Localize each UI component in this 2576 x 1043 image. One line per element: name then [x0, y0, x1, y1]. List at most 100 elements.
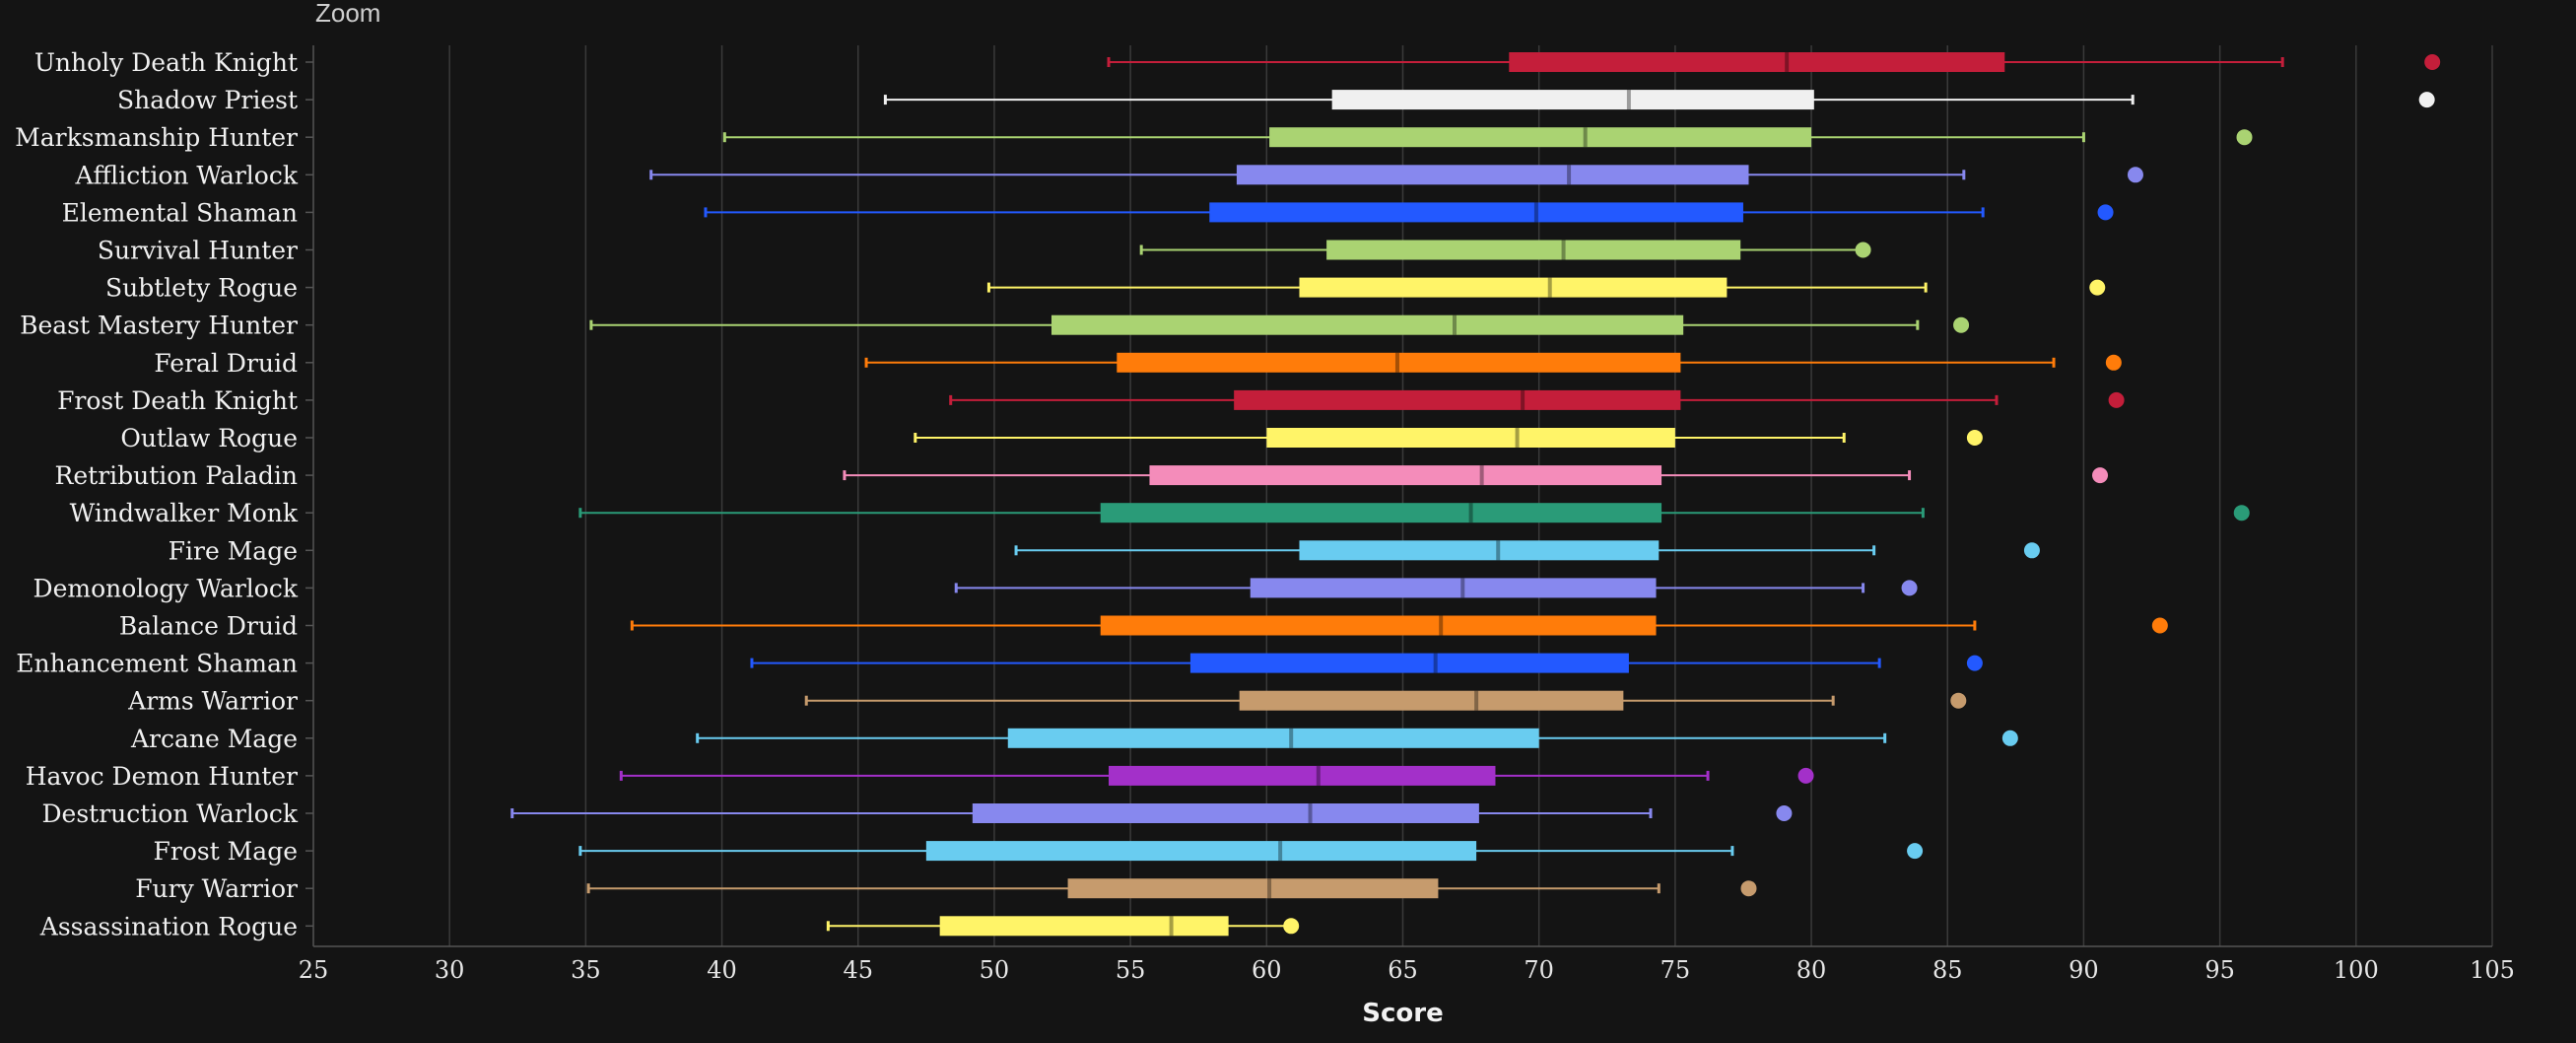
y-category-label: Unholy Death Knight [34, 48, 298, 77]
y-category-label: Frost Death Knight [57, 386, 298, 415]
x-tick-label: 60 [1252, 956, 1282, 984]
box-row: Subtlety Rogue [105, 274, 2106, 303]
y-category-label: Retribution Paladin [55, 461, 298, 490]
max-point[interactable] [2127, 167, 2143, 183]
max-point[interactable] [2424, 54, 2441, 70]
iqr-box[interactable] [1509, 52, 2005, 72]
iqr-box[interactable] [1109, 765, 1496, 786]
y-category-label: Demonology Warlock [34, 574, 299, 602]
max-point[interactable] [2097, 204, 2114, 221]
box-row: Unholy Death Knight [34, 48, 2441, 77]
y-category-label: Destruction Warlock [42, 800, 299, 828]
iqr-box[interactable] [1209, 202, 1743, 223]
iqr-box[interactable] [1117, 352, 1681, 373]
x-tick-label: 100 [2334, 956, 2379, 984]
box-row: Balance Druid [119, 612, 2168, 641]
y-category-label: Beast Mastery Hunter [20, 312, 298, 340]
iqr-box[interactable] [972, 803, 1479, 823]
max-point[interactable] [1966, 655, 1983, 671]
x-tick-label: 70 [1524, 956, 1554, 984]
iqr-box[interactable] [1234, 389, 1681, 410]
x-tick-label: 35 [571, 956, 601, 984]
max-point[interactable] [2236, 129, 2253, 146]
x-tick-label: 50 [980, 956, 1010, 984]
x-tick-label: 105 [2470, 956, 2515, 984]
iqr-box[interactable] [1299, 277, 1728, 298]
max-point[interactable] [1740, 880, 1757, 897]
max-point[interactable] [1776, 805, 1793, 821]
axes: 25 30 35 40 45 50 55 60 65 70 75 80 85 90 95 100 105 [299, 45, 2515, 984]
y-category-label: Shadow Priest [117, 86, 298, 114]
iqr-box[interactable] [1236, 165, 1749, 185]
x-tick-label: 55 [1116, 956, 1146, 984]
box-row: Fire Mage [169, 536, 2040, 565]
box-row: Assassination Rogue [39, 912, 1300, 940]
y-category-label: Feral Druid [154, 349, 298, 378]
iqr-box[interactable] [1100, 615, 1657, 636]
y-category-label: Havoc Demon Hunter [26, 762, 298, 791]
iqr-box[interactable] [1189, 653, 1629, 673]
box-row: Feral Druid [154, 349, 2122, 378]
max-point[interactable] [1855, 242, 1871, 258]
max-point[interactable] [2001, 730, 2018, 746]
iqr-box[interactable] [1266, 428, 1675, 448]
max-point[interactable] [1283, 918, 1300, 935]
max-point[interactable] [2108, 391, 2125, 408]
max-point[interactable] [2418, 92, 2435, 108]
box-row: Beast Mastery Hunter [20, 312, 1970, 340]
iqr-box[interactable] [1250, 578, 1657, 598]
iqr-box[interactable] [1239, 690, 1624, 711]
y-category-label: Survival Hunter [98, 237, 298, 265]
x-tick-label: 95 [2204, 956, 2235, 984]
max-point[interactable] [2105, 354, 2122, 371]
max-point[interactable] [1966, 430, 1983, 446]
box-row: Retribution Paladin [55, 461, 2109, 490]
iqr-box[interactable] [925, 841, 1477, 862]
y-category-label: Elemental Shaman [62, 198, 298, 227]
box-row: Elemental Shaman [62, 198, 2114, 227]
y-category-label: Enhancement Shaman [16, 650, 298, 678]
y-category-label: Arcane Mage [130, 725, 298, 753]
box-row: Demonology Warlock [34, 574, 1918, 602]
zoom-label[interactable]: Zoom [315, 0, 380, 28]
x-tick-label: 85 [1932, 956, 1963, 984]
x-tick-label: 30 [435, 956, 465, 984]
iqr-box[interactable] [1051, 314, 1684, 335]
x-tick-label: 45 [843, 956, 873, 984]
iqr-box[interactable] [1331, 90, 1814, 110]
box-row: Fury Warrior [135, 874, 1757, 903]
iqr-box[interactable] [1100, 503, 1662, 523]
box-row: Destruction Warlock [42, 800, 1793, 828]
max-point[interactable] [1907, 843, 1924, 860]
max-point[interactable] [1950, 692, 1967, 709]
y-category-label: Fire Mage [169, 536, 298, 565]
max-point[interactable] [2233, 505, 2250, 522]
max-point[interactable] [2089, 279, 2106, 296]
y-category-label: Marksmanship Hunter [15, 123, 298, 152]
iqr-box[interactable] [1299, 540, 1660, 561]
iqr-box[interactable] [1269, 127, 1812, 148]
max-point[interactable] [1797, 767, 1814, 784]
iqr-box[interactable] [1007, 728, 1539, 748]
max-point[interactable] [1901, 580, 1918, 596]
box-row: Windwalker Monk [70, 499, 2250, 527]
y-category-label: Outlaw Rogue [120, 424, 298, 452]
max-point[interactable] [1953, 316, 1970, 333]
y-category-label: Affliction Warlock [74, 161, 298, 189]
y-category-label: Fury Warrior [135, 874, 298, 903]
iqr-box[interactable] [939, 916, 1229, 937]
iqr-box[interactable] [1149, 465, 1662, 486]
iqr-box[interactable] [1067, 878, 1439, 899]
box-row: Frost Death Knight [57, 386, 2125, 415]
iqr-box[interactable] [1326, 240, 1741, 260]
max-point[interactable] [2092, 467, 2109, 484]
y-category-label: Balance Druid [119, 612, 298, 641]
box-row: Arcane Mage [130, 725, 2018, 753]
box-row: Shadow Priest [117, 86, 2435, 114]
max-point[interactable] [2023, 542, 2040, 559]
x-tick-label: 40 [707, 956, 737, 984]
box-row: Outlaw Rogue [120, 424, 1983, 452]
x-tick-label: 90 [2068, 956, 2099, 984]
max-point[interactable] [2151, 617, 2168, 634]
